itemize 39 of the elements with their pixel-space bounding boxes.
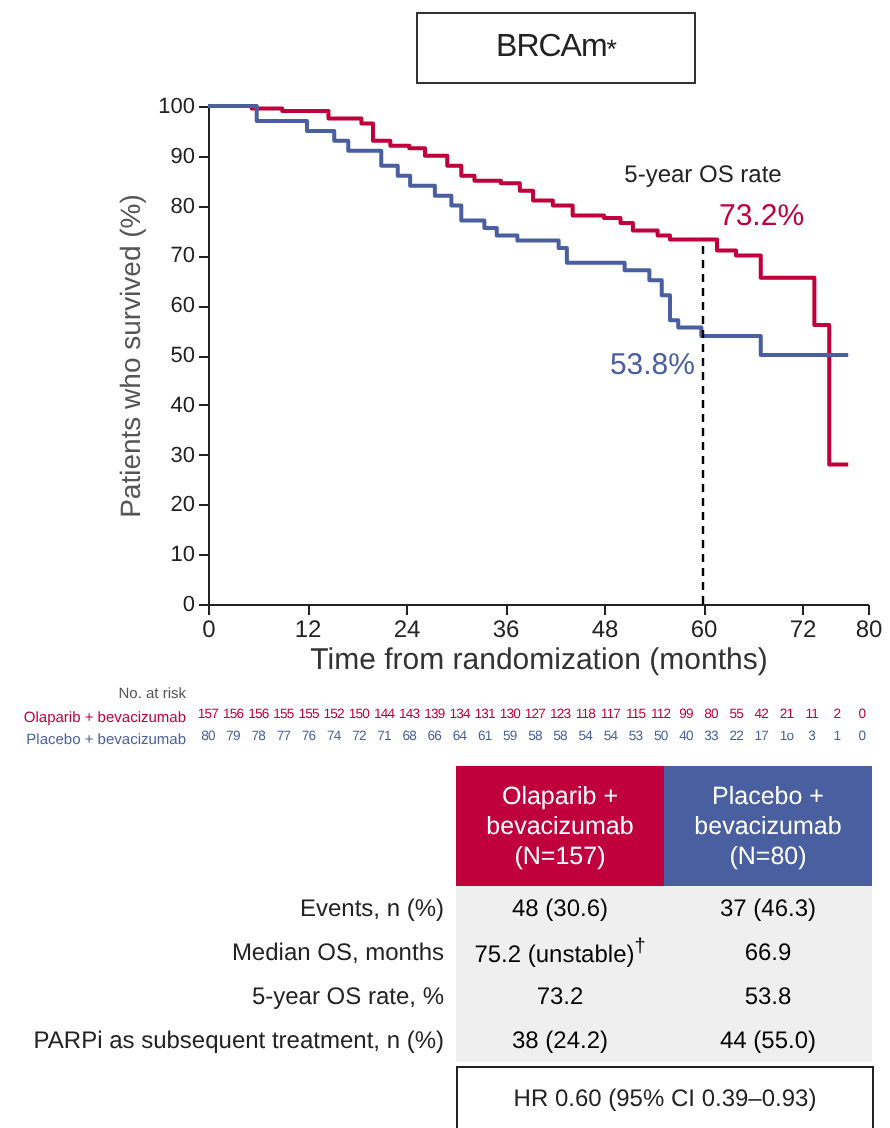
y-tick-label: 10 (170, 543, 195, 568)
x-tick-label: 24 (393, 615, 421, 643)
annotation: 5-year OS rate (624, 160, 783, 188)
x-axis-title: Time from randomization (months) (310, 643, 768, 677)
y-tick-label: 60 (170, 294, 195, 319)
x-tick-label: 0 (202, 615, 217, 643)
text: 48 (30.6) (511, 894, 609, 922)
y-tick-label: 70 (170, 244, 195, 269)
y-tick-label: 40 (170, 393, 195, 418)
category-label: 5-year OS rate, % (251, 982, 444, 1010)
x-tick-label: 12 (294, 615, 322, 643)
annotation: 53.8% (609, 348, 695, 383)
text: 73.2 (536, 982, 584, 1010)
y-tick-label: 20 (170, 493, 195, 518)
text: 38 (24.2) (511, 1026, 609, 1054)
category-label: Placebo + bevacizumab (N=80) (664, 766, 872, 886)
category-label: PARPi as subsequent treatment, n (%) (33, 1026, 444, 1054)
x-tick-label: 48 (591, 615, 619, 643)
text: 44 (55.0) (719, 1026, 817, 1054)
text: 53.8 (744, 982, 792, 1010)
category-label: Median OS, months (231, 938, 444, 966)
x-tick-label: 60 (690, 615, 718, 643)
y-tick-label: 80 (170, 194, 195, 219)
y-axis-title: Patients who survived (%) (114, 194, 147, 518)
text: 37 (46.3) (719, 894, 817, 922)
y-tick-label: 50 (170, 344, 195, 368)
y-tick-label: 0 (182, 593, 195, 617)
text: HR 0.60 (95% CI 0.39–0.93) (456, 1066, 874, 1128)
y-tick-label: 100 (158, 95, 195, 119)
annotation: 73.2% (719, 199, 805, 234)
x-tick-label: 36 (492, 615, 520, 643)
y-tick-label: 30 (170, 443, 195, 468)
text: 75.2 (unstable)$^{†}$ (474, 936, 646, 968)
category-label: Olaparib + bevacizumab (N=157) (456, 766, 664, 886)
x-tick-label: 72 (789, 615, 817, 643)
category-label: Events, n (%) (299, 894, 444, 922)
text: 66.9 (744, 938, 792, 966)
y-tick-label: 90 (170, 144, 195, 169)
x-tick-label: 80 (855, 615, 883, 643)
